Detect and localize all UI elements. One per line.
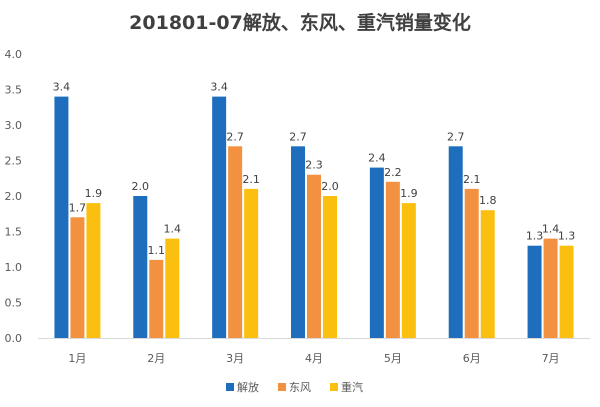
data-label: 1.1 <box>148 244 166 257</box>
bar-1 <box>369 167 384 338</box>
data-label: 2.7 <box>289 130 307 143</box>
y-tick-label: 1.0 <box>5 261 23 274</box>
bar-3 <box>86 203 101 338</box>
bar-2 <box>149 259 164 338</box>
data-label: 2.3 <box>305 159 323 172</box>
legend-label: 解放 <box>237 380 259 394</box>
data-label: 1.4 <box>164 223 182 236</box>
bar-3 <box>165 238 180 338</box>
x-tick-label: 2月 <box>147 352 165 365</box>
bar-3 <box>323 196 337 338</box>
bar-2 <box>70 217 85 338</box>
bar-2 <box>385 181 400 338</box>
bar-1 <box>527 245 542 338</box>
y-tick-label: 1.5 <box>5 226 23 239</box>
y-tick-label: 2.5 <box>5 155 23 168</box>
bar-2 <box>307 174 321 338</box>
bar-2 <box>464 188 479 338</box>
data-label: 1.8 <box>479 194 497 207</box>
legend-label: 重汽 <box>341 380 363 394</box>
y-tick-label: 3.0 <box>5 119 23 132</box>
data-label: 1.7 <box>69 201 87 214</box>
data-label: 1.4 <box>542 223 560 236</box>
y-tick-label: 2.0 <box>5 190 23 203</box>
y-tick-label: 0.5 <box>5 297 23 310</box>
data-label: 3.4 <box>210 81 228 94</box>
legend-swatch <box>226 383 234 391</box>
legend-label: 东风 <box>289 381 311 394</box>
x-tick-label: 3月 <box>226 352 244 365</box>
data-label: 2.0 <box>321 180 339 193</box>
legend-swatch <box>278 383 286 391</box>
bar-3 <box>559 245 574 338</box>
data-label: 1.9 <box>400 187 418 200</box>
y-tick-label: 4.0 <box>5 48 23 61</box>
bar-2 <box>543 238 558 338</box>
bar-1 <box>291 146 305 338</box>
x-tick-label: 7月 <box>542 352 560 365</box>
x-tick-label: 1月 <box>68 352 86 365</box>
bar-3 <box>480 210 495 338</box>
bar-1 <box>448 146 463 338</box>
data-label: 3.4 <box>53 81 71 94</box>
x-tick-label: 4月 <box>305 352 323 365</box>
data-label: 2.0 <box>132 180 150 193</box>
x-tick-label: 6月 <box>463 352 481 365</box>
bar-1 <box>212 96 227 338</box>
data-label: 2.4 <box>368 152 386 165</box>
data-label: 1.3 <box>558 230 576 243</box>
data-label: 2.1 <box>242 173 260 186</box>
bar-2 <box>228 146 243 338</box>
legend-swatch <box>330 383 338 391</box>
data-label: 1.9 <box>85 187 103 200</box>
bar-3 <box>401 203 416 338</box>
data-label: 2.7 <box>226 130 244 143</box>
data-label: 2.1 <box>463 173 481 186</box>
y-tick-label: 3.5 <box>5 84 23 97</box>
chart-title: 201801-07解放、东风、重汽销量变化 <box>129 12 471 34</box>
data-label: 2.7 <box>447 130 465 143</box>
data-label: 2.2 <box>384 166 402 179</box>
bar-1 <box>133 196 148 338</box>
bar-1 <box>54 96 69 338</box>
data-label: 1.3 <box>526 230 544 243</box>
bar-3 <box>244 188 259 338</box>
x-tick-label: 5月 <box>384 352 402 365</box>
y-tick-label: 0.0 <box>5 332 23 345</box>
